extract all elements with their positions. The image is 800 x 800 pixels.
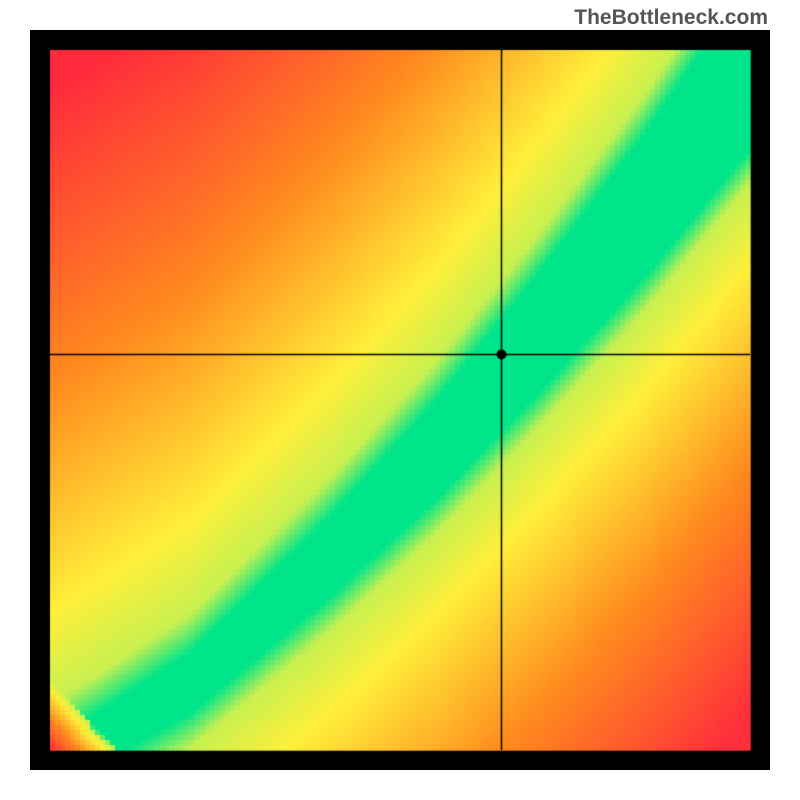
- plot-frame: [30, 30, 770, 770]
- chart-container: TheBottleneck.com: [0, 0, 800, 800]
- attribution-text: TheBottleneck.com: [574, 6, 768, 30]
- heatmap-canvas: [30, 30, 770, 770]
